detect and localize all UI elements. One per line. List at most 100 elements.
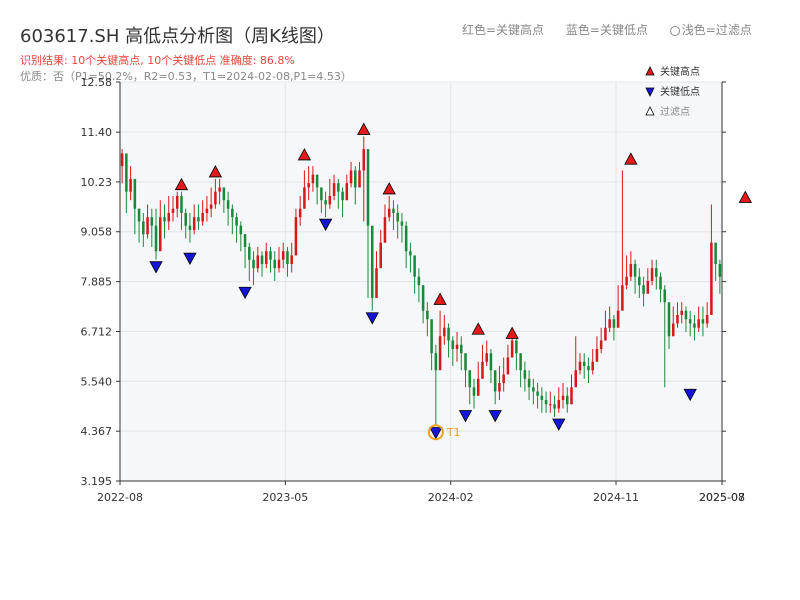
x-tick-label: 2023-05 xyxy=(262,491,308,504)
candle-body xyxy=(180,195,183,213)
x-tick-label: 2024-02 xyxy=(428,491,474,504)
key-low-marker xyxy=(365,312,379,325)
candle-body xyxy=(693,323,696,328)
y-tick-label: 12.58 xyxy=(81,76,113,89)
candle-body xyxy=(447,327,450,341)
legend-marker xyxy=(645,106,655,116)
candle-body xyxy=(591,361,594,371)
y-tick-label: 10.23 xyxy=(81,176,113,189)
recognition-result: 识别结果: 10个关键高点, 10个关键低点 准确度: 86.8% xyxy=(20,54,295,67)
candle-body xyxy=(443,327,446,337)
legend-label: 关键高点 xyxy=(660,65,700,78)
candle-body xyxy=(565,395,569,405)
candle-body xyxy=(481,361,484,379)
candle-body xyxy=(366,149,370,226)
candle-body xyxy=(498,383,501,392)
candle-body xyxy=(163,217,166,222)
candle-body xyxy=(201,212,204,222)
candle-body xyxy=(710,242,713,315)
candle-body xyxy=(663,289,667,303)
candle-body xyxy=(587,365,590,371)
candle-body xyxy=(243,234,247,247)
candle-body xyxy=(184,212,187,226)
candle-body xyxy=(417,276,421,286)
candle-body xyxy=(154,225,158,252)
candle-body xyxy=(633,263,637,277)
t1-ring xyxy=(427,424,444,441)
candle-body xyxy=(688,319,692,324)
candle-body xyxy=(239,225,243,235)
candle-body xyxy=(358,170,361,188)
candle-body xyxy=(315,174,319,188)
candle-body xyxy=(370,225,374,298)
candle-body xyxy=(120,153,124,167)
y-tick-label: 6.712 xyxy=(81,325,113,338)
key-low-marker xyxy=(318,218,333,232)
candle-body xyxy=(303,187,306,209)
candle-body xyxy=(430,319,433,354)
candle-body xyxy=(671,323,675,337)
key-high-marker xyxy=(471,322,485,335)
candle-body xyxy=(451,340,455,349)
candle-body xyxy=(167,212,171,222)
candle-body xyxy=(455,344,459,349)
markers: T1 xyxy=(149,122,752,441)
candle-body xyxy=(150,217,154,226)
candle-body xyxy=(387,208,391,218)
candle-body xyxy=(578,361,582,371)
candle-body xyxy=(676,314,679,324)
candle-body xyxy=(404,225,408,252)
top-legend-blue: 蓝色=关键低点 xyxy=(565,23,648,37)
candle-body xyxy=(574,370,578,388)
candle-body xyxy=(714,242,717,264)
candle-body xyxy=(222,187,226,201)
candle-body xyxy=(460,344,463,354)
candle-body xyxy=(341,191,344,201)
y-tick-label: 9.058 xyxy=(81,226,113,239)
x-tick-label: 2022-08 xyxy=(97,491,143,504)
candle-body xyxy=(595,348,599,362)
candle-body xyxy=(434,353,438,371)
candle-body xyxy=(175,195,179,209)
candle-body xyxy=(409,251,412,256)
key-low-marker xyxy=(238,286,252,300)
candle-body xyxy=(549,404,552,406)
x-tick-label: 2025-07 xyxy=(699,491,745,504)
candle-body xyxy=(362,149,366,171)
candle-body xyxy=(616,310,620,328)
candle-body xyxy=(506,357,510,375)
candle-body xyxy=(205,208,209,213)
candle-body xyxy=(332,183,336,196)
top-legend-light-wrap: 浅色=过滤点 xyxy=(669,23,770,37)
candle-body xyxy=(464,353,467,371)
key-high-marker xyxy=(208,165,223,178)
y-tick-label: 4.367 xyxy=(81,425,113,438)
candle-body xyxy=(235,217,238,226)
candle-body xyxy=(667,302,671,337)
candle-body xyxy=(426,310,429,320)
key-high-marker xyxy=(433,292,447,305)
candle-body xyxy=(146,217,149,235)
candle-body xyxy=(231,208,234,218)
candle-body xyxy=(311,174,315,184)
candle-body xyxy=(260,255,264,264)
candle-body xyxy=(527,378,531,388)
candle-body xyxy=(345,183,349,201)
candle-body xyxy=(489,353,493,371)
candle-body xyxy=(159,217,162,252)
quality-summary: 优质：否（P1=50.2%，R2=0.53，T1=2024-02-08,P1=4… xyxy=(20,70,352,83)
x-tick-label: 2025-08 xyxy=(699,491,745,504)
candle-body xyxy=(337,183,340,192)
candle-body xyxy=(485,353,488,362)
legend-label: 关键低点 xyxy=(660,85,700,98)
top-legend: 红色=关键高点 蓝色=关键低点 浅色=过滤点 xyxy=(462,21,788,38)
candle-body xyxy=(557,400,561,409)
candle-body xyxy=(612,319,616,328)
candle-body xyxy=(705,314,709,324)
candle-body xyxy=(625,276,628,286)
candle-body xyxy=(697,319,700,328)
candle-body xyxy=(684,310,688,320)
candle-body xyxy=(536,391,539,396)
candle-body xyxy=(392,208,395,213)
candle-body xyxy=(493,370,497,392)
